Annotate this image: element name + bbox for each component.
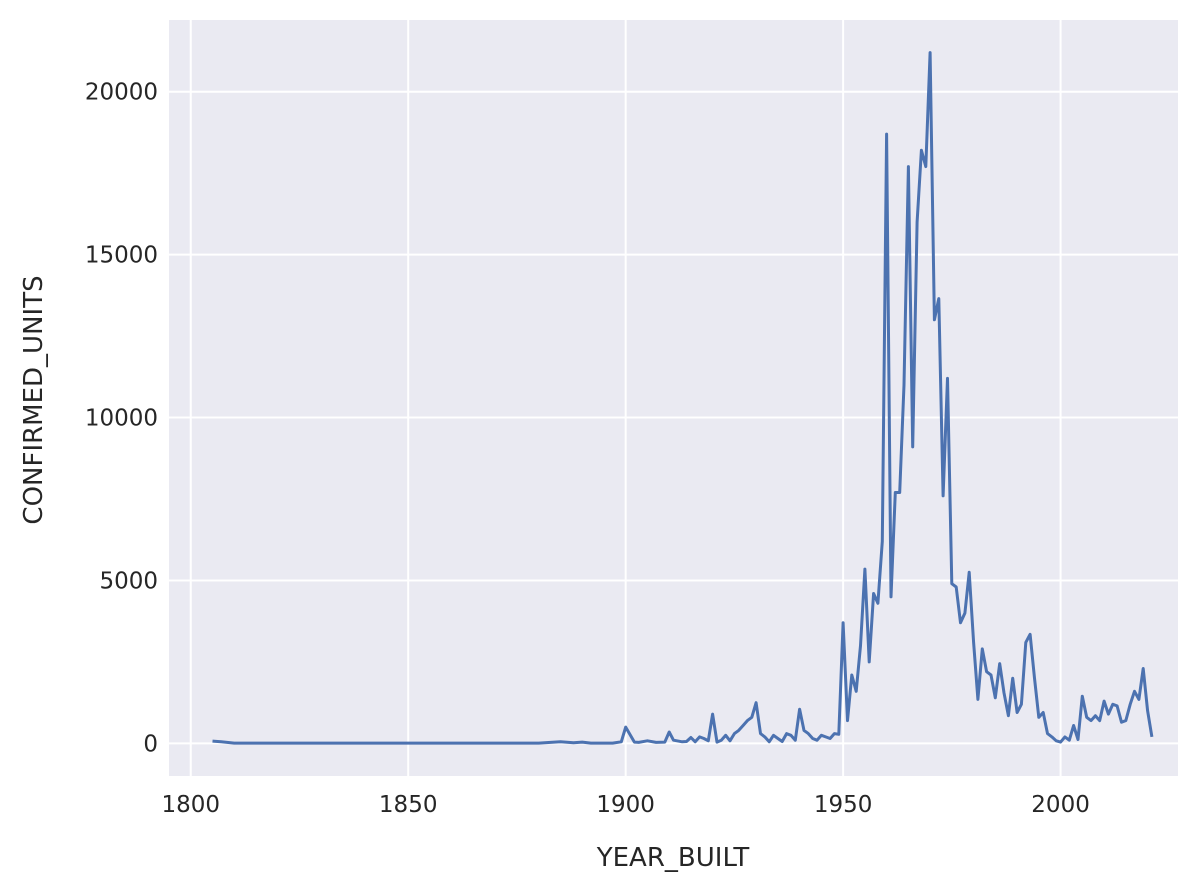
y-tick-label: 20000 [85,80,158,106]
x-tick-label: 1850 [379,792,438,818]
x-ticks: 1800 1850 1900 1950 2000 [161,792,1089,818]
y-tick-label: 5000 [99,568,158,594]
plot-background [169,20,1178,776]
y-tick-label: 15000 [85,243,158,269]
x-tick-label: 1950 [814,792,873,818]
y-ticks: 0 5000 10000 15000 20000 [85,80,158,758]
x-axis-label: YEAR_BUILT [596,843,750,873]
x-tick-label: 1800 [161,792,220,818]
y-axis-label: CONFIRMED_UNITS [19,275,49,524]
data-line [212,51,1154,745]
x-tick-label: 1900 [596,792,655,818]
y-tick-label: 0 [143,731,158,757]
x-tick-label: 2000 [1031,792,1090,818]
y-tick-label: 10000 [85,406,158,432]
